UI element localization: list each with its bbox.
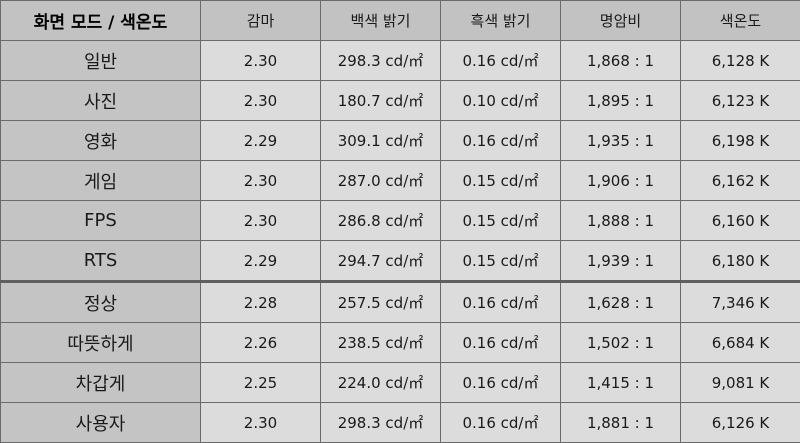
black-luminance-cell: 0.16 cd/㎡ bbox=[441, 121, 561, 161]
black-luminance-cell: 0.10 cd/㎡ bbox=[441, 81, 561, 121]
contrast-ratio-cell: 1,888 : 1 bbox=[561, 201, 681, 241]
header-color-temperature: 색온도 bbox=[681, 1, 800, 41]
header-gamma: 감마 bbox=[201, 1, 321, 41]
contrast-ratio-cell: 1,868 : 1 bbox=[561, 41, 681, 81]
color-temperature-cell: 6,180 K bbox=[681, 241, 800, 282]
white-luminance-cell: 298.3 cd/㎡ bbox=[321, 41, 441, 81]
black-luminance-cell: 0.16 cd/㎡ bbox=[441, 363, 561, 403]
gamma-cell: 2.29 bbox=[201, 121, 321, 161]
gamma-cell: 2.30 bbox=[201, 81, 321, 121]
gamma-cell: 2.30 bbox=[201, 201, 321, 241]
black-luminance-cell: 0.16 cd/㎡ bbox=[441, 403, 561, 443]
header-black-luminance: 흑색 밝기 bbox=[441, 1, 561, 41]
color-temperature-cell: 7,346 K bbox=[681, 282, 800, 323]
contrast-ratio-cell: 1,895 : 1 bbox=[561, 81, 681, 121]
mode-cell: 차갑게 bbox=[1, 363, 201, 403]
white-luminance-cell: 257.5 cd/㎡ bbox=[321, 282, 441, 323]
black-luminance-cell: 0.16 cd/㎡ bbox=[441, 282, 561, 323]
contrast-ratio-cell: 1,935 : 1 bbox=[561, 121, 681, 161]
white-luminance-cell: 298.3 cd/㎡ bbox=[321, 403, 441, 443]
contrast-ratio-cell: 1,906 : 1 bbox=[561, 161, 681, 201]
gamma-cell: 2.29 bbox=[201, 241, 321, 282]
mode-cell: 따뜻하게 bbox=[1, 323, 201, 363]
color-temperature-cell: 6,123 K bbox=[681, 81, 800, 121]
contrast-ratio-cell: 1,939 : 1 bbox=[561, 241, 681, 282]
mode-cell: FPS bbox=[1, 201, 201, 241]
contrast-ratio-cell: 1,628 : 1 bbox=[561, 282, 681, 323]
white-luminance-cell: 287.0 cd/㎡ bbox=[321, 161, 441, 201]
gamma-cell: 2.28 bbox=[201, 282, 321, 323]
contrast-ratio-cell: 1,415 : 1 bbox=[561, 363, 681, 403]
white-luminance-cell: 286.8 cd/㎡ bbox=[321, 201, 441, 241]
header-white-luminance: 백색 밝기 bbox=[321, 1, 441, 41]
black-luminance-cell: 0.16 cd/㎡ bbox=[441, 323, 561, 363]
mode-cell: 게임 bbox=[1, 161, 201, 201]
white-luminance-cell: 309.1 cd/㎡ bbox=[321, 121, 441, 161]
header-row: 화면 모드 / 색온도 감마 백색 밝기 흑색 밝기 명암비 색온도 bbox=[1, 1, 800, 41]
header-mode: 화면 모드 / 색온도 bbox=[1, 1, 201, 41]
mode-cell: RTS bbox=[1, 241, 201, 282]
color-temperature-cell: 6,684 K bbox=[681, 323, 800, 363]
contrast-ratio-cell: 1,502 : 1 bbox=[561, 323, 681, 363]
color-temperature-cell: 6,128 K bbox=[681, 41, 800, 81]
gamma-cell: 2.26 bbox=[201, 323, 321, 363]
contrast-ratio-cell: 1,881 : 1 bbox=[561, 403, 681, 443]
gamma-cell: 2.25 bbox=[201, 363, 321, 403]
header-contrast-ratio: 명암비 bbox=[561, 1, 681, 41]
mode-cell: 사진 bbox=[1, 81, 201, 121]
white-luminance-cell: 294.7 cd/㎡ bbox=[321, 241, 441, 282]
white-luminance-cell: 180.7 cd/㎡ bbox=[321, 81, 441, 121]
white-luminance-cell: 238.5 cd/㎡ bbox=[321, 323, 441, 363]
mode-cell: 사용자 bbox=[1, 403, 201, 443]
black-luminance-cell: 0.16 cd/㎡ bbox=[441, 41, 561, 81]
gamma-cell: 2.30 bbox=[201, 161, 321, 201]
color-temperature-cell: 6,126 K bbox=[681, 403, 800, 443]
white-luminance-cell: 224.0 cd/㎡ bbox=[321, 363, 441, 403]
black-luminance-cell: 0.15 cd/㎡ bbox=[441, 241, 561, 282]
color-temperature-cell: 6,160 K bbox=[681, 201, 800, 241]
black-luminance-cell: 0.15 cd/㎡ bbox=[441, 201, 561, 241]
gamma-cell: 2.30 bbox=[201, 403, 321, 443]
color-temperature-cell: 9,081 K bbox=[681, 363, 800, 403]
color-temperature-cell: 6,198 K bbox=[681, 121, 800, 161]
black-luminance-cell: 0.15 cd/㎡ bbox=[441, 161, 561, 201]
gamma-cell: 2.30 bbox=[201, 41, 321, 81]
mode-cell: 일반 bbox=[1, 41, 201, 81]
mode-cell: 영화 bbox=[1, 121, 201, 161]
color-temperature-cell: 6,162 K bbox=[681, 161, 800, 201]
mode-cell: 정상 bbox=[1, 282, 201, 323]
